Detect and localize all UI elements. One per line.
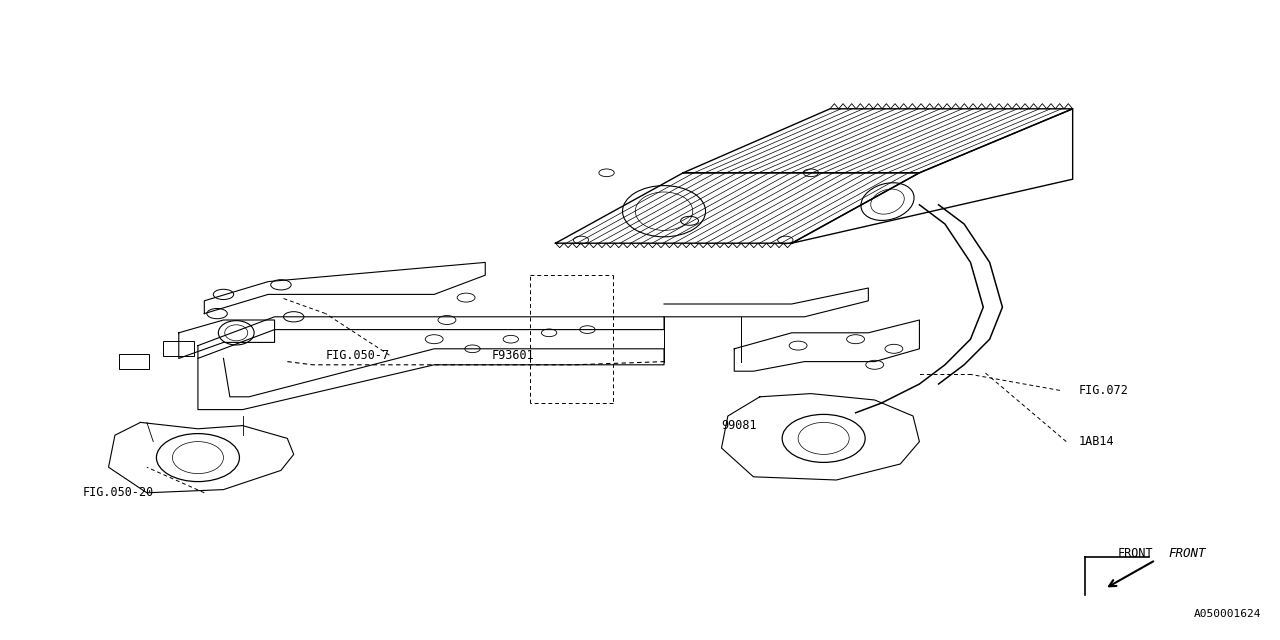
Bar (164, 341, 195, 356)
Text: 1AB14: 1AB14 (1079, 435, 1115, 448)
Text: F93601: F93601 (492, 349, 534, 362)
Text: 99081: 99081 (722, 419, 756, 432)
Text: FRONT: FRONT (1117, 547, 1153, 560)
Text: FIG.050-20: FIG.050-20 (83, 486, 155, 499)
Bar (119, 354, 150, 369)
Text: A050001624: A050001624 (1194, 609, 1262, 620)
Text: FRONT: FRONT (1169, 547, 1206, 560)
Text: FIG.072: FIG.072 (1079, 384, 1129, 397)
Text: FIG.050-7: FIG.050-7 (325, 349, 389, 362)
